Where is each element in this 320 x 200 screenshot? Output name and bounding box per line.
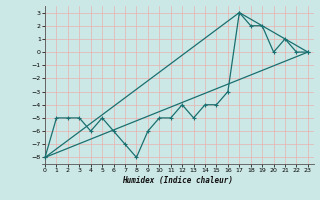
- X-axis label: Humidex (Indice chaleur): Humidex (Indice chaleur): [122, 176, 233, 185]
